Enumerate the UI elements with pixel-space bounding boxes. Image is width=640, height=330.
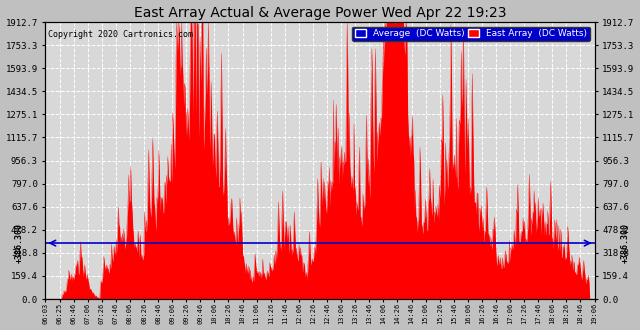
Text: +386.300: +386.300 — [620, 223, 629, 263]
Text: +386.300: +386.300 — [15, 223, 24, 263]
Text: Copyright 2020 Cartronics.com: Copyright 2020 Cartronics.com — [48, 30, 193, 39]
Legend: Average  (DC Watts), East Array  (DC Watts): Average (DC Watts), East Array (DC Watts… — [352, 27, 590, 41]
Title: East Array Actual & Average Power Wed Apr 22 19:23: East Array Actual & Average Power Wed Ap… — [134, 6, 506, 19]
